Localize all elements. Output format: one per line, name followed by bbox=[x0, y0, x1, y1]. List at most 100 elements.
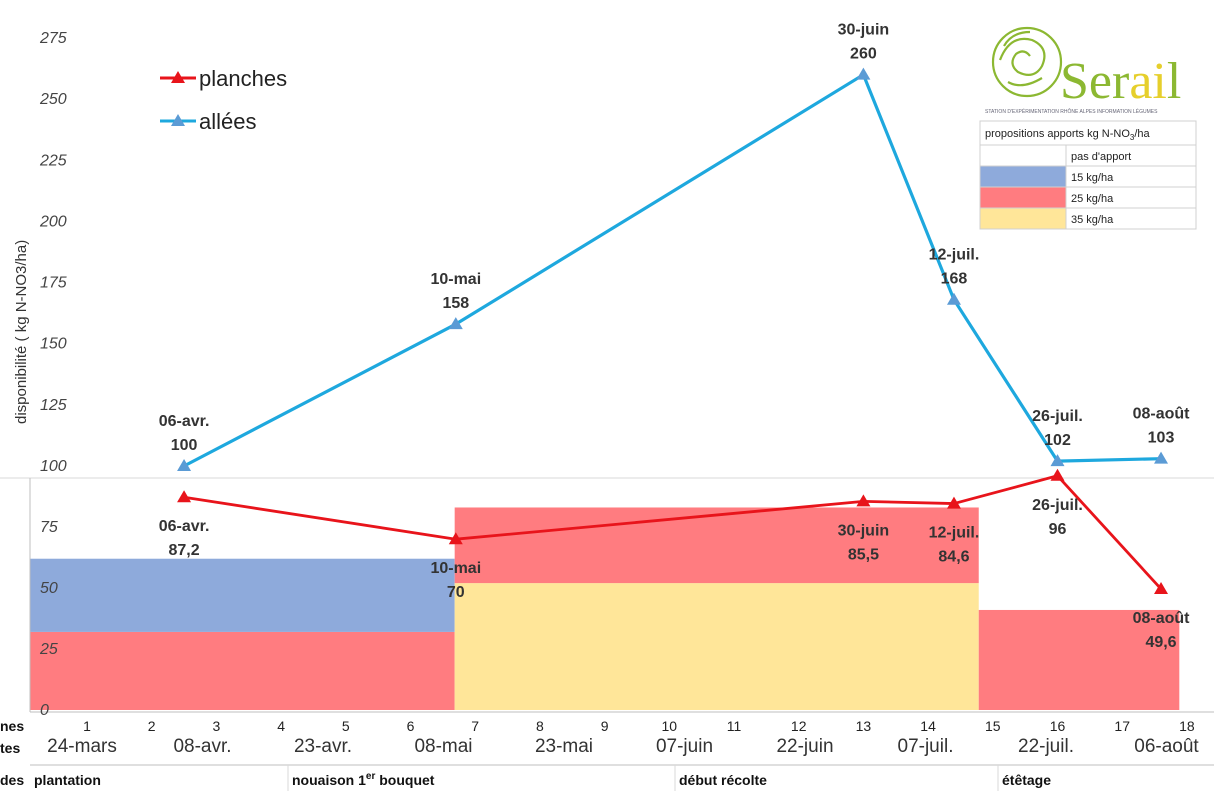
series-line-planches bbox=[183, 474, 1163, 590]
y-tick-upper: 225 bbox=[39, 152, 67, 169]
stage-label: plantation bbox=[34, 772, 101, 788]
week-tick: 9 bbox=[601, 718, 609, 734]
key-table-title: propositions apports kg N-NO3/ha bbox=[985, 128, 1151, 142]
y-axis-label: disponibilité ( kg N-NO3/ha) bbox=[13, 240, 30, 424]
stage-label: nouaison 1er bouquet bbox=[292, 771, 435, 788]
key-swatch bbox=[979, 186, 1067, 209]
point-value-label: 49,6 bbox=[1145, 634, 1176, 651]
point-date-label: 08-août bbox=[1133, 610, 1191, 627]
date-tick: 08-avr. bbox=[173, 736, 231, 757]
point-date-label: 12-juil. bbox=[929, 525, 980, 542]
point-value-label: 96 bbox=[1049, 521, 1067, 538]
y-tick-upper: 275 bbox=[39, 30, 67, 47]
key-label: 15 kg/ha bbox=[1071, 172, 1114, 184]
key-cell bbox=[1065, 207, 1197, 230]
week-tick: 17 bbox=[1114, 718, 1130, 734]
point-date-label: 06-avr. bbox=[159, 518, 210, 535]
point-value-label: 84,6 bbox=[938, 549, 969, 566]
y-tick-upper: 175 bbox=[40, 275, 67, 292]
data-point-allees bbox=[448, 317, 463, 330]
data-point-allees bbox=[177, 459, 192, 471]
point-date-label: 12-juil. bbox=[929, 247, 980, 264]
legend-label-planches: planches bbox=[199, 66, 287, 91]
week-tick: 7 bbox=[471, 718, 479, 734]
date-tick: 24-mars bbox=[47, 736, 117, 757]
logo-subtitle: STATION D'EXPÉRIMENTATION RHÔNE ALPES IN… bbox=[985, 108, 1158, 115]
row-header: tes bbox=[0, 740, 20, 756]
key-label: 35 kg/ha bbox=[1071, 214, 1114, 226]
y-tick-lower: 25 bbox=[39, 641, 58, 658]
date-tick: 22-juil. bbox=[1018, 736, 1074, 757]
point-value-label: 100 bbox=[171, 437, 198, 454]
point-date-label: 26-juil. bbox=[1032, 497, 1083, 514]
week-tick: 14 bbox=[920, 718, 936, 734]
legend-marker-planches bbox=[171, 71, 185, 83]
week-tick: 4 bbox=[277, 718, 285, 734]
point-date-label: 08-août bbox=[1133, 406, 1191, 423]
date-tick: 22-juin bbox=[776, 736, 833, 757]
data-point-planches bbox=[946, 496, 961, 509]
week-tick: 15 bbox=[985, 718, 1001, 734]
point-date-label: 30-juin bbox=[838, 22, 890, 39]
band-3 bbox=[454, 507, 979, 584]
key-label: pas d'apport bbox=[1071, 151, 1131, 163]
serail-logo: Serail STATION D'EXPÉRIMENTATION RHÔNE A… bbox=[985, 26, 1181, 115]
row-header: des bbox=[0, 772, 24, 788]
key-swatch bbox=[979, 165, 1067, 188]
data-point-allees bbox=[1050, 454, 1065, 467]
week-tick: 10 bbox=[662, 718, 678, 734]
y-tick-upper: 250 bbox=[39, 91, 67, 108]
date-tick: 23-mai bbox=[535, 736, 593, 757]
date-tick: 07-juin bbox=[656, 736, 713, 757]
point-labels: 06-avr. 87,2 10-mai 70 30-juin 85,5 12-juil. 84… bbox=[159, 22, 1190, 651]
week-tick: 13 bbox=[856, 718, 872, 734]
y-tick-lower: 50 bbox=[40, 580, 58, 597]
legend-marker-allees bbox=[171, 114, 185, 126]
logo-word-accent: ai bbox=[1129, 53, 1167, 110]
data-point-allees bbox=[856, 67, 871, 80]
data-point-planches bbox=[177, 490, 192, 503]
point-date-label: 10-mai bbox=[430, 271, 481, 288]
band-2 bbox=[454, 583, 979, 710]
band-0 bbox=[30, 631, 455, 710]
date-tick: 08-mai bbox=[414, 736, 472, 757]
point-date-label: 26-juil. bbox=[1032, 408, 1083, 425]
axis-lines bbox=[0, 477, 1214, 713]
stage-label: étêtage bbox=[1002, 772, 1051, 788]
point-value-label: 260 bbox=[850, 46, 877, 63]
week-tick: 6 bbox=[407, 718, 415, 734]
data-point-planches bbox=[1050, 468, 1065, 481]
logo-wordmark: Serail bbox=[1060, 53, 1181, 110]
y-tick-upper: 200 bbox=[39, 213, 67, 230]
key-swatch bbox=[979, 207, 1067, 230]
date-tick: 07-juil. bbox=[898, 736, 954, 757]
band-4 bbox=[978, 609, 1180, 710]
logo-word-start: S bbox=[1060, 53, 1089, 110]
y-tick-upper: 150 bbox=[40, 336, 67, 353]
series-lines bbox=[177, 67, 1169, 594]
data-point-allees bbox=[1154, 451, 1169, 464]
data-point-allees bbox=[946, 292, 961, 305]
date-tick: 06-août bbox=[1134, 736, 1199, 757]
week-tick: 18 bbox=[1179, 718, 1195, 734]
logo-word-mid: er bbox=[1089, 53, 1129, 110]
point-value-label: 102 bbox=[1044, 432, 1071, 449]
fertilizer-key-table: propositions apports kg N-NO3/ha pas d'a… bbox=[979, 120, 1197, 230]
legend: planches allées bbox=[160, 66, 287, 134]
date-tick: 23-avr. bbox=[294, 736, 352, 757]
point-value-label: 168 bbox=[941, 271, 968, 288]
row-header: nes bbox=[0, 718, 24, 734]
key-label: 25 kg/ha bbox=[1071, 193, 1114, 205]
y-tick-upper: 100 bbox=[40, 458, 67, 475]
point-value-label: 158 bbox=[442, 295, 469, 312]
week-tick: 5 bbox=[342, 718, 350, 734]
point-value-label: 103 bbox=[1148, 430, 1175, 447]
week-tick: 16 bbox=[1050, 718, 1066, 734]
data-point-planches bbox=[856, 494, 871, 507]
data-point-planches bbox=[1154, 581, 1169, 594]
data-point-planches bbox=[448, 532, 463, 545]
recommendation-bands bbox=[30, 507, 1180, 710]
